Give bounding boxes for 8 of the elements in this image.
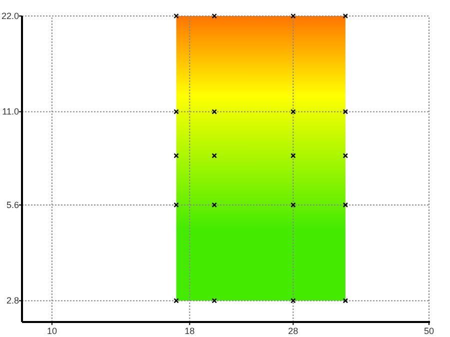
y-tick-label: 2.8: [6, 296, 19, 306]
x-tick-label: 50: [424, 326, 434, 336]
y-tick-label: 22.0: [1, 11, 19, 21]
x-tick-label: 18: [184, 326, 195, 336]
x-tick-label: 28: [288, 326, 298, 336]
x-tick-label: 10: [46, 326, 57, 336]
y-tick-label: 11.0: [2, 106, 19, 117]
y-tick-label: 5.6: [6, 200, 19, 210]
